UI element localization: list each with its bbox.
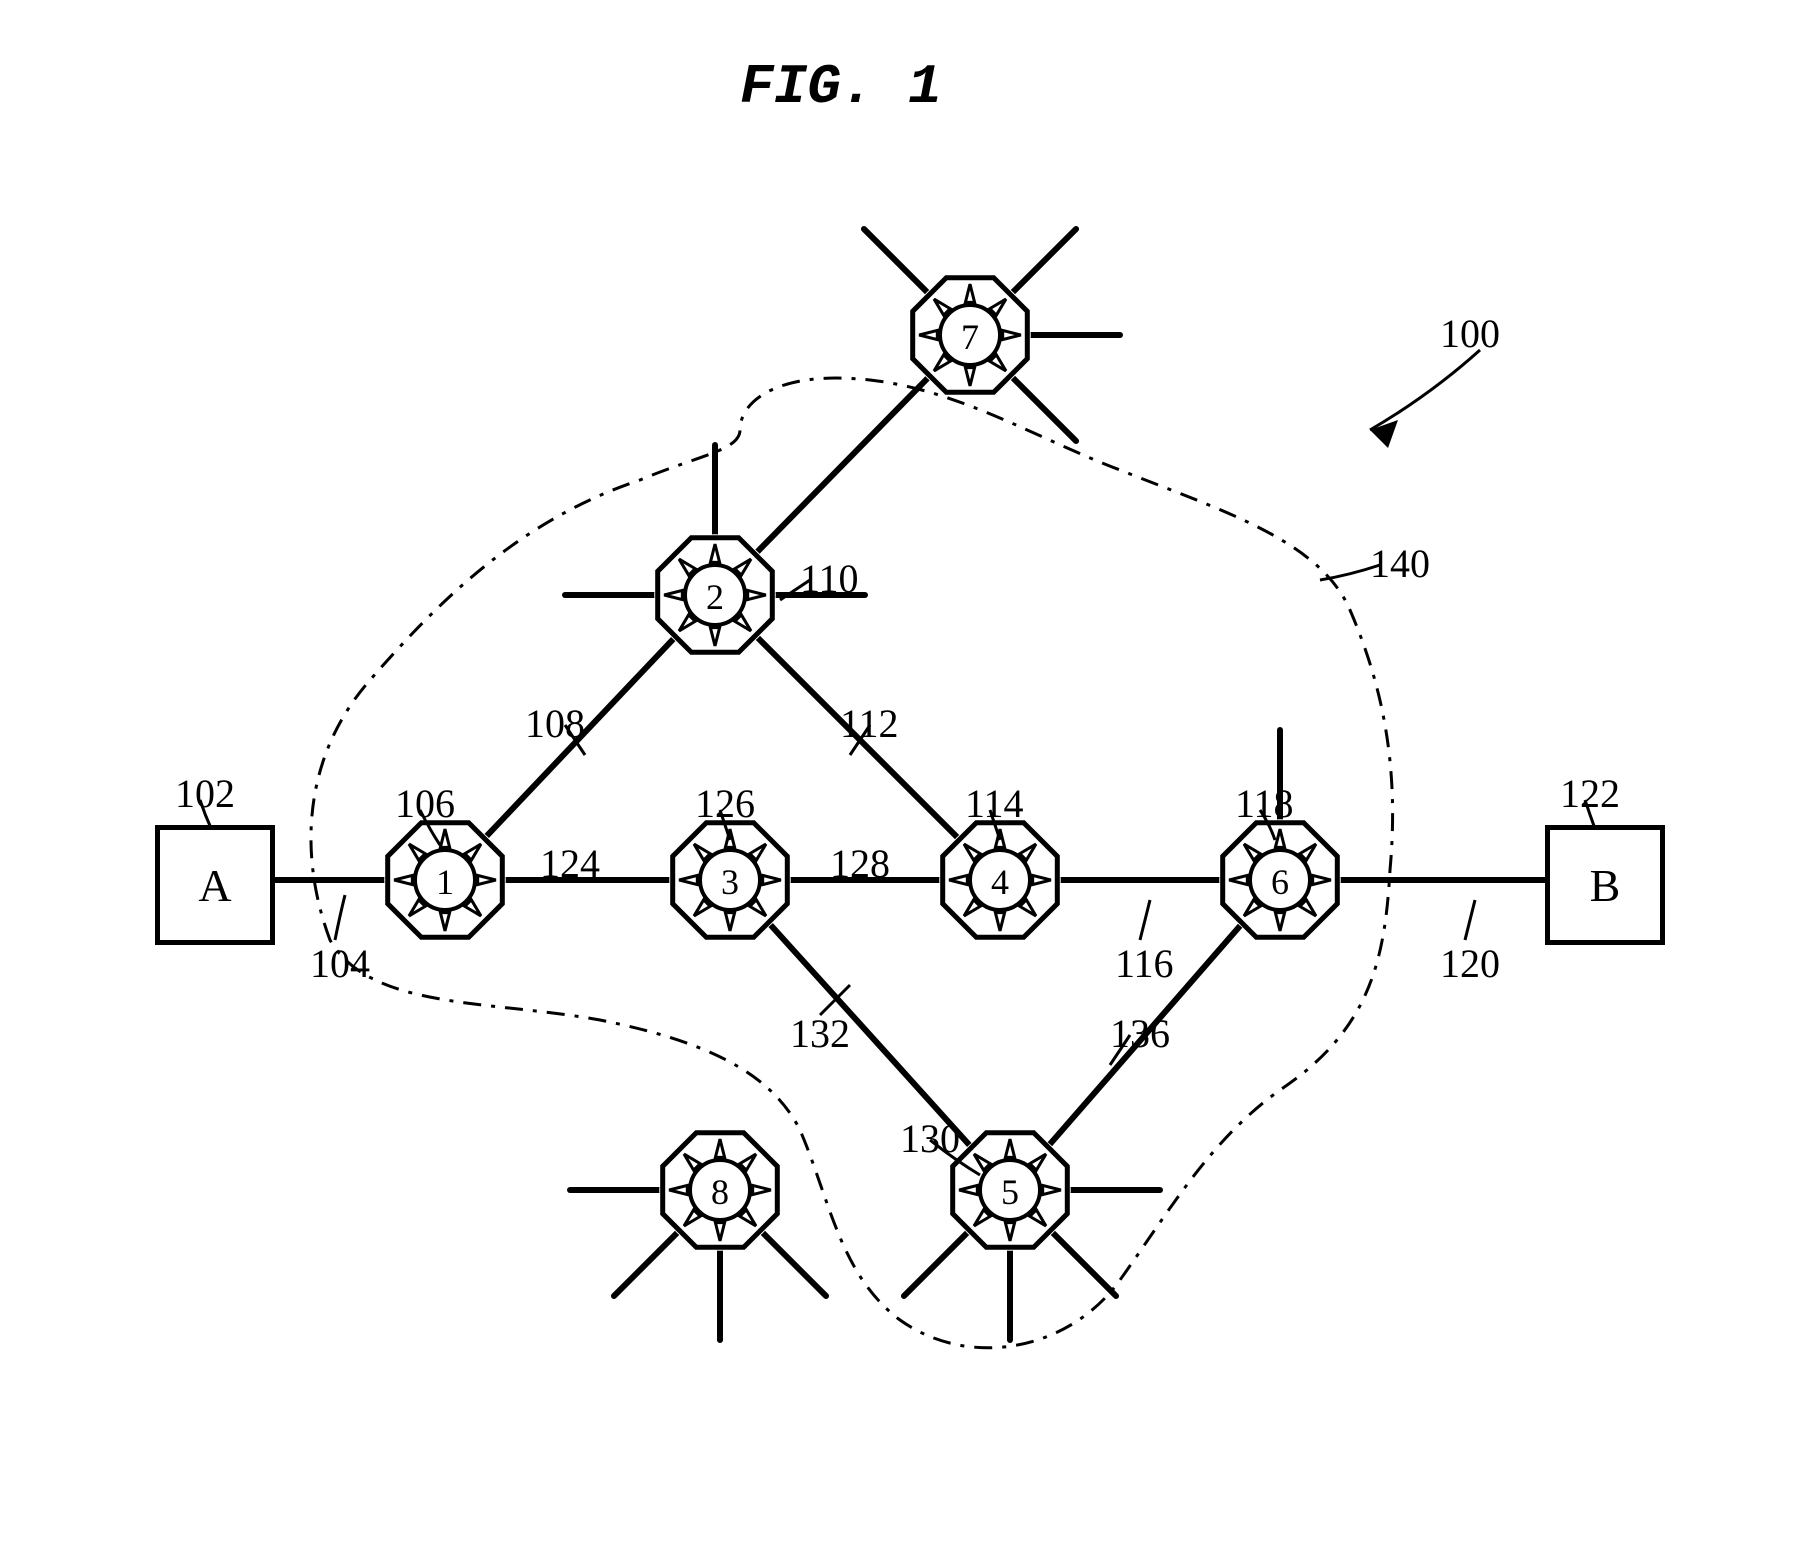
router-node-8: 8 — [659, 1129, 781, 1251]
ref-label-114: 114 — [965, 780, 1024, 827]
leader-120 — [1465, 900, 1475, 940]
router-number: 5 — [1001, 1172, 1019, 1212]
ref-label-108: 108 — [525, 700, 585, 747]
ref-label-122: 122 — [1560, 770, 1620, 817]
ref-label-140: 140 — [1370, 540, 1430, 587]
router-number: 6 — [1271, 862, 1289, 902]
leader-116 — [1140, 900, 1150, 940]
router-number: 1 — [436, 862, 454, 902]
router-node-6: 6 — [1219, 819, 1341, 941]
router-node-1: 1 — [384, 819, 506, 941]
ref-label-126: 126 — [695, 780, 755, 827]
ref-label-136: 136 — [1110, 1010, 1170, 1057]
router-node-7: 7 — [909, 274, 1031, 396]
leader-100-arrowhead — [1370, 420, 1398, 448]
router-number: 7 — [961, 317, 979, 357]
router-node-2: 2 — [654, 534, 776, 656]
ref-label-100: 100 — [1440, 310, 1500, 357]
ref-label-132: 132 — [790, 1010, 850, 1057]
ref-label-106: 106 — [395, 780, 455, 827]
ref-label-118: 118 — [1235, 780, 1294, 827]
endpoint-a: A — [155, 825, 275, 945]
router-number: 2 — [706, 577, 724, 617]
ref-label-102: 102 — [175, 770, 235, 817]
ref-label-104: 104 — [310, 940, 370, 987]
ref-label-120: 120 — [1440, 940, 1500, 987]
ref-label-110: 110 — [800, 555, 859, 602]
leader-104 — [335, 895, 345, 940]
diagram-svg: 1 2 3 4 5 6 7 8 — [0, 0, 1811, 1560]
ref-label-130: 130 — [900, 1115, 960, 1162]
router-number: 8 — [711, 1172, 729, 1212]
figure-canvas: FIG. 1 12345678 A B 10010210410610811011… — [0, 0, 1811, 1560]
endpoint-b-label: B — [1590, 859, 1621, 912]
leader-100 — [1370, 350, 1480, 430]
router-number: 4 — [991, 862, 1009, 902]
ref-label-116: 116 — [1115, 940, 1174, 987]
router-number: 3 — [721, 862, 739, 902]
endpoint-b: B — [1545, 825, 1665, 945]
ref-label-128: 128 — [830, 840, 890, 887]
ref-label-124: 124 — [540, 840, 600, 887]
endpoint-a-label: A — [198, 859, 231, 912]
ref-label-112: 112 — [840, 700, 899, 747]
router-node-5: 5 — [949, 1129, 1071, 1251]
